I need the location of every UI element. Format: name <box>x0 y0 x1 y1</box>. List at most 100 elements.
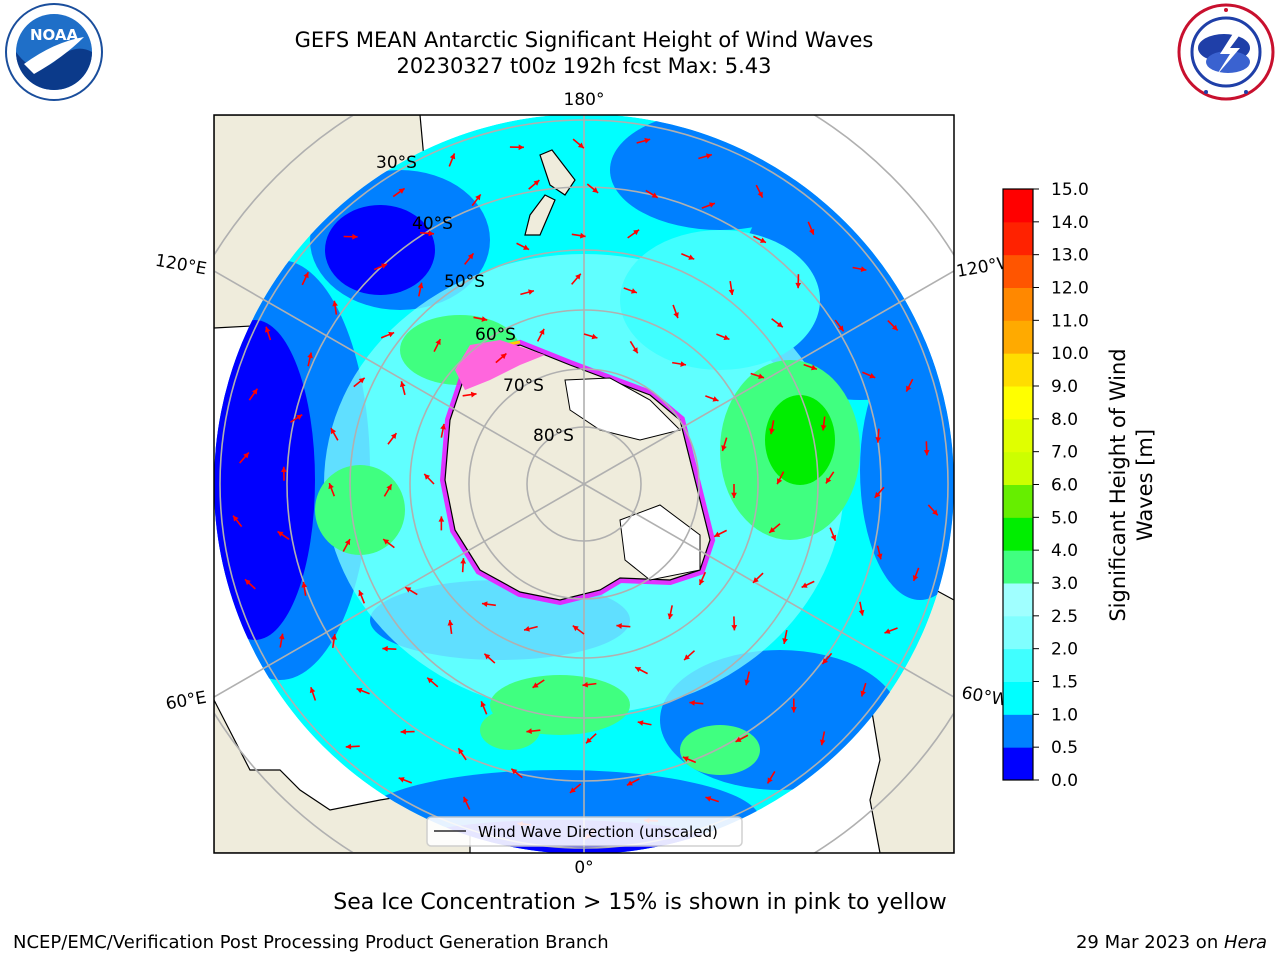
graticule <box>214 115 954 853</box>
footer-date: 29 Mar 2023 on Hera <box>1076 932 1267 953</box>
wave-arrow-head <box>820 424 827 431</box>
wave-arrow-head <box>470 391 477 398</box>
colorbar-tick-label: 9.0 <box>1051 377 1078 397</box>
wave-arrow-head <box>577 142 584 149</box>
wave-arrow-head <box>906 385 912 392</box>
wave-arrow-head <box>860 690 866 697</box>
colorbar-tick-label: 8.0 <box>1051 410 1078 430</box>
wave-arrow-head <box>932 509 938 516</box>
wave-arrow-head <box>358 590 364 597</box>
noaa-logo-text: NOAA <box>30 26 79 44</box>
wave-arrow-head <box>475 194 481 201</box>
wave-arrow-head <box>484 653 491 660</box>
wave-arrow-head <box>526 728 532 734</box>
wave-arrow-head <box>767 777 773 784</box>
wave-arrow-head <box>633 229 640 236</box>
wave-arrow-head <box>428 230 435 237</box>
colorbar-segment <box>1003 451 1033 485</box>
wave-arrow-head <box>398 188 405 194</box>
wave-arrow-head <box>330 428 337 435</box>
wave-arrow-head <box>523 244 530 250</box>
wave-arrow-head <box>689 700 695 706</box>
wave-arrow-head <box>673 312 679 319</box>
wave-arrow-head <box>630 288 637 294</box>
wave-arrow-head <box>682 756 689 762</box>
wave-arrow-head <box>435 339 441 346</box>
wave-arrow-head <box>759 237 766 243</box>
colorbar-segment <box>1003 615 1033 650</box>
wave-arrow-head <box>449 153 456 160</box>
wave-arrow-head <box>632 347 638 354</box>
wave-arrow-head <box>869 373 876 379</box>
wave-arrow-head <box>281 466 287 473</box>
wave-arrow-head <box>460 558 467 564</box>
colorbar-segment <box>1003 747 1033 781</box>
wave-arrow-head <box>532 682 539 688</box>
wave-arrow-head <box>277 531 284 537</box>
wave-arrow-head <box>795 282 802 289</box>
wave-arrow-head <box>528 289 534 295</box>
noaa-logo: NOAA <box>5 3 103 101</box>
colorbar-tick-label: 0.5 <box>1051 738 1078 758</box>
wave-arrow-head <box>309 687 316 694</box>
wave-arrow-head <box>458 748 464 755</box>
wave-arrow-head <box>233 515 239 522</box>
wave-arrow-head <box>331 634 337 640</box>
wave-arrow-head <box>427 677 434 684</box>
colorbar-tick-label: 2.5 <box>1051 607 1078 627</box>
wave-arrow-head <box>912 575 919 581</box>
wave-arrow-head <box>808 228 815 235</box>
wave-arrow-head <box>728 289 735 296</box>
colorbar-segment <box>1003 681 1033 715</box>
wave-arrow-head <box>782 638 788 644</box>
footer-branch: NCEP/EMC/Verification Post Processing Pr… <box>13 932 609 953</box>
wave-direction-arrows <box>232 137 939 840</box>
wave-arrow-head <box>684 654 690 661</box>
wave-arrow-head <box>481 316 488 322</box>
lat-label-50s: 50°S <box>444 272 485 292</box>
wave-arrow-head <box>575 273 581 280</box>
colorbar-tick-label: 7.0 <box>1051 443 1078 463</box>
colorbar-segment <box>1003 353 1033 387</box>
wave-arrow-head <box>244 579 251 586</box>
wave-arrow-head <box>400 728 406 735</box>
wave-arrow-head <box>467 253 474 260</box>
wave-arrow-head <box>533 180 540 186</box>
legend-label: Wind Wave Direction (unscaled) <box>478 823 718 841</box>
wave-arrow-head <box>447 620 454 626</box>
colorbar-segment <box>1003 221 1033 256</box>
wave-arrow-head <box>860 266 867 272</box>
wave-arrow-head <box>264 326 271 333</box>
wave-arrow-head <box>838 325 844 332</box>
wave-arrow-head <box>301 581 308 588</box>
wave-arrow-head <box>296 414 303 420</box>
sea-ice-note: Sea Ice Concentration > 15% is shown in … <box>333 890 947 915</box>
wave-arrow-head <box>923 449 930 456</box>
wave-arrow-head <box>252 388 258 395</box>
wave-arrow-head <box>735 736 742 742</box>
wave-arrow-head <box>810 364 817 371</box>
colorbar-tick-label: 13.0 <box>1051 246 1089 266</box>
wave-arrow-head <box>388 331 395 338</box>
colorbar-tick-label: 14.0 <box>1051 213 1089 233</box>
colorbar-tick-label: 0.0 <box>1051 771 1078 791</box>
wave-arrow-head <box>699 578 705 585</box>
wave-arrow-head <box>463 796 469 803</box>
wave-arrow-head <box>714 531 721 537</box>
wave-arrow-head <box>539 328 545 335</box>
wave-arrow-head <box>358 377 365 384</box>
wave-arrow-head <box>721 445 727 452</box>
colorbar-label-line2: Waves [m] <box>1133 429 1157 541</box>
colorbar-segment <box>1003 189 1033 223</box>
wave-arrow-head <box>723 334 730 341</box>
chart-title: GEFS MEAN Antarctic Significant Height o… <box>294 28 874 52</box>
colorbar-tick-label: 2.0 <box>1051 640 1078 660</box>
wave-arrow-head <box>822 658 829 664</box>
nws-logo <box>1177 3 1275 101</box>
wave-arrow-head <box>680 361 686 367</box>
wave-arrow-head <box>332 300 338 307</box>
wave-arrow-head <box>801 582 808 588</box>
wave-arrow-head <box>345 743 352 750</box>
wave-arrow-head <box>769 428 775 435</box>
